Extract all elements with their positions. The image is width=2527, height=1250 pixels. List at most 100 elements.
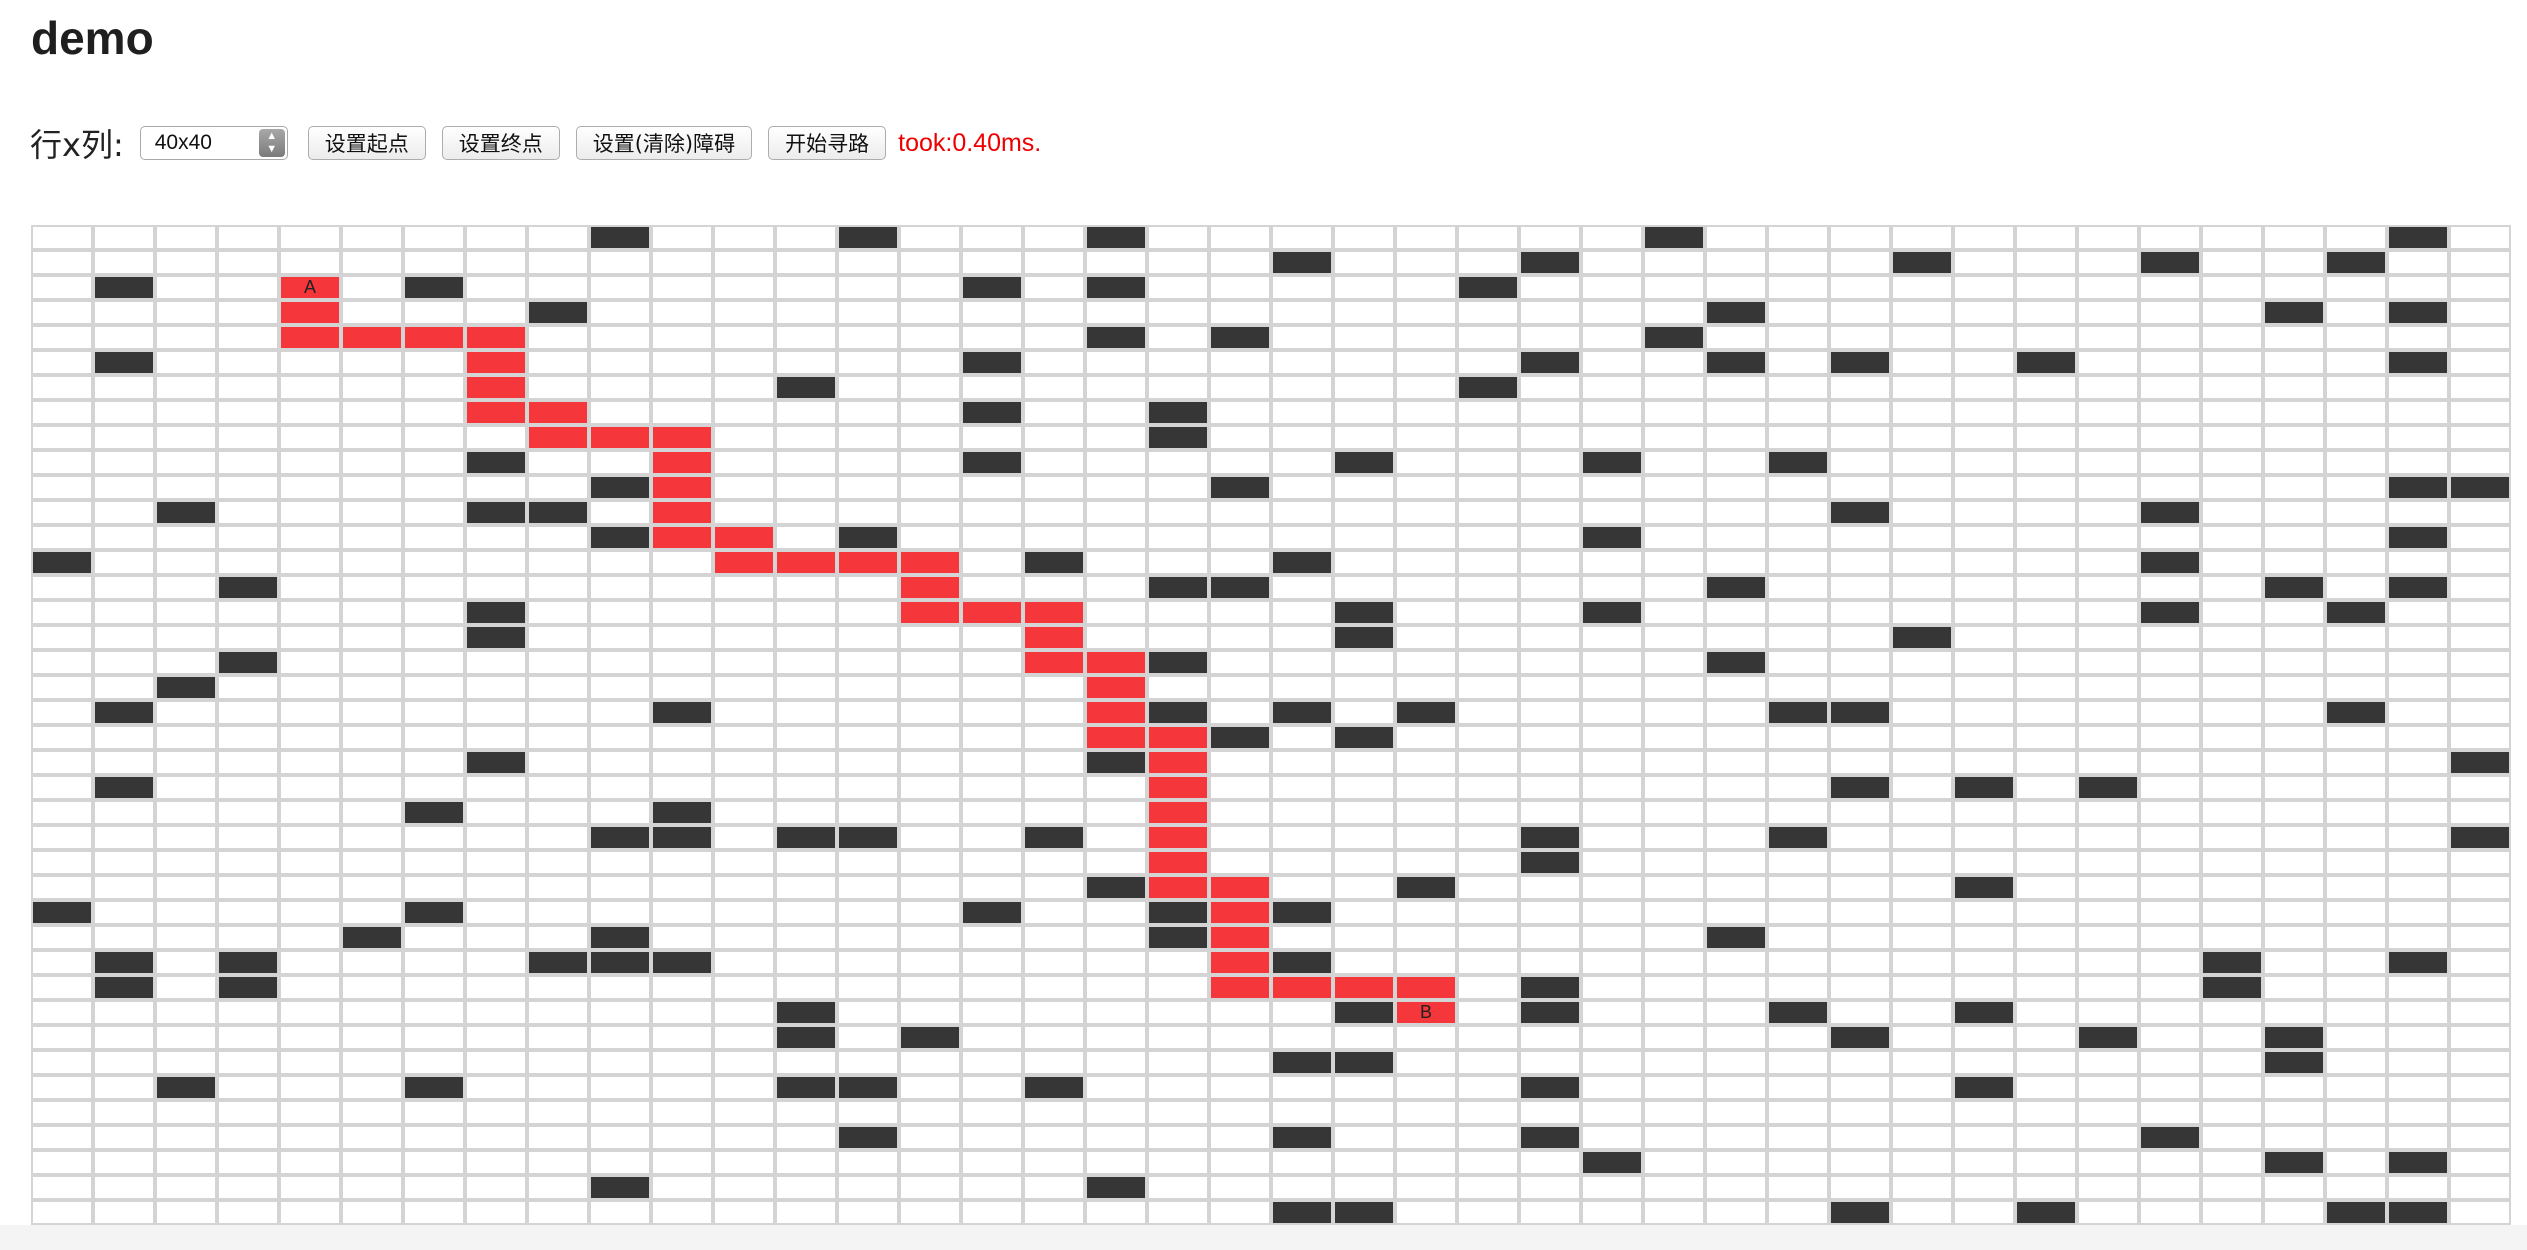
find-path-button[interactable]: 开始寻路 <box>768 126 887 160</box>
grid-cell[interactable] <box>1023 575 1085 600</box>
wall-cell[interactable] <box>1085 875 1147 900</box>
grid-cell[interactable] <box>589 300 651 325</box>
grid-cell[interactable] <box>1643 450 1705 475</box>
grid-cell[interactable] <box>1891 1175 1953 1200</box>
grid-cell[interactable] <box>899 1200 961 1225</box>
grid-cell[interactable] <box>1023 375 1085 400</box>
grid-cell[interactable] <box>1581 725 1643 750</box>
grid-cell[interactable] <box>1395 625 1457 650</box>
grid-cell[interactable] <box>651 1000 713 1025</box>
grid-cell[interactable] <box>1953 500 2015 525</box>
grid-cell[interactable] <box>2387 1050 2449 1075</box>
grid-cell[interactable] <box>899 525 961 550</box>
grid-cell[interactable] <box>465 825 527 850</box>
grid-cell[interactable] <box>217 700 279 725</box>
grid-cell[interactable] <box>1085 775 1147 800</box>
grid-cell[interactable] <box>1023 1000 1085 1025</box>
wall-cell[interactable] <box>1271 900 1333 925</box>
grid-cell[interactable] <box>403 825 465 850</box>
grid-cell[interactable] <box>1581 850 1643 875</box>
wall-cell[interactable] <box>2449 475 2511 500</box>
grid-cell[interactable] <box>837 750 899 775</box>
grid-cell[interactable] <box>2077 975 2139 1000</box>
grid-cell[interactable] <box>899 250 961 275</box>
grid-cell[interactable] <box>2015 1150 2077 1175</box>
grid-cell[interactable] <box>2015 850 2077 875</box>
grid-cell[interactable] <box>2201 425 2263 450</box>
grid-cell[interactable] <box>403 575 465 600</box>
grid-cell[interactable] <box>2139 425 2201 450</box>
grid-cell[interactable] <box>589 575 651 600</box>
grid-cell[interactable] <box>1705 1200 1767 1225</box>
grid-cell[interactable] <box>2139 650 2201 675</box>
grid-cell[interactable] <box>2201 300 2263 325</box>
grid-cell[interactable] <box>527 1100 589 1125</box>
grid-cell[interactable] <box>1519 475 1581 500</box>
grid-cell[interactable] <box>527 725 589 750</box>
grid-cell[interactable] <box>1891 325 1953 350</box>
grid-cell[interactable] <box>341 575 403 600</box>
grid-cell[interactable] <box>1953 575 2015 600</box>
wall-cell[interactable] <box>1953 875 2015 900</box>
grid-cell[interactable] <box>1209 700 1271 725</box>
grid-cell[interactable] <box>217 1075 279 1100</box>
grid-cell[interactable] <box>1519 1100 1581 1125</box>
grid-cell[interactable] <box>1147 250 1209 275</box>
grid-cell[interactable] <box>2263 350 2325 375</box>
wall-cell[interactable] <box>1705 925 1767 950</box>
grid-cell[interactable] <box>2449 600 2511 625</box>
grid-cell[interactable] <box>341 1000 403 1025</box>
grid-cell[interactable] <box>651 350 713 375</box>
grid-cell[interactable] <box>1891 1025 1953 1050</box>
grid-cell[interactable] <box>1519 500 1581 525</box>
grid-cell[interactable] <box>2387 975 2449 1000</box>
grid-cell[interactable] <box>217 1000 279 1025</box>
grid-cell[interactable] <box>2201 775 2263 800</box>
grid-cell[interactable] <box>1643 425 1705 450</box>
wall-cell[interactable] <box>651 950 713 975</box>
path-cell[interactable] <box>465 325 527 350</box>
toggle-walls-button[interactable]: 设置(清除)障碍 <box>575 126 753 160</box>
grid-cell[interactable] <box>465 975 527 1000</box>
grid-cell[interactable] <box>1891 950 1953 975</box>
wall-cell[interactable] <box>2325 1200 2387 1225</box>
grid-cell[interactable] <box>1767 525 1829 550</box>
grid-cell[interactable] <box>1581 1175 1643 1200</box>
grid-cell[interactable] <box>93 925 155 950</box>
grid-cell[interactable] <box>2015 1000 2077 1025</box>
grid-cell[interactable] <box>1643 1200 1705 1225</box>
path-cell[interactable] <box>713 525 775 550</box>
wall-cell[interactable] <box>775 1000 837 1025</box>
grid-cell[interactable] <box>1457 1150 1519 1175</box>
grid-cell[interactable] <box>775 925 837 950</box>
wall-cell[interactable] <box>1333 1000 1395 1025</box>
grid-cell[interactable] <box>1829 850 1891 875</box>
path-cell[interactable] <box>589 425 651 450</box>
wall-cell[interactable] <box>1519 850 1581 875</box>
grid-cell[interactable] <box>155 250 217 275</box>
grid-cell[interactable] <box>1457 925 1519 950</box>
grid-cell[interactable] <box>1395 750 1457 775</box>
grid-cell[interactable] <box>1395 925 1457 950</box>
grid-cell[interactable] <box>1581 900 1643 925</box>
grid-cell[interactable] <box>1395 575 1457 600</box>
grid-cell[interactable] <box>341 225 403 250</box>
grid-cell[interactable] <box>837 400 899 425</box>
grid-cell[interactable] <box>217 375 279 400</box>
grid-cell[interactable] <box>1891 225 1953 250</box>
grid-cell[interactable] <box>2077 650 2139 675</box>
grid-cell[interactable] <box>1023 800 1085 825</box>
grid-cell[interactable] <box>1271 400 1333 425</box>
grid-cell[interactable] <box>2139 275 2201 300</box>
grid-cell[interactable] <box>713 650 775 675</box>
path-cell[interactable] <box>1085 700 1147 725</box>
grid-cell[interactable] <box>1023 400 1085 425</box>
grid-cell[interactable] <box>155 1100 217 1125</box>
grid-cell[interactable] <box>1891 1050 1953 1075</box>
grid-cell[interactable] <box>1085 1200 1147 1225</box>
grid-cell[interactable] <box>837 725 899 750</box>
grid-cell[interactable] <box>1147 625 1209 650</box>
wall-cell[interactable] <box>961 350 1023 375</box>
grid-cell[interactable] <box>279 825 341 850</box>
grid-cell[interactable] <box>589 550 651 575</box>
